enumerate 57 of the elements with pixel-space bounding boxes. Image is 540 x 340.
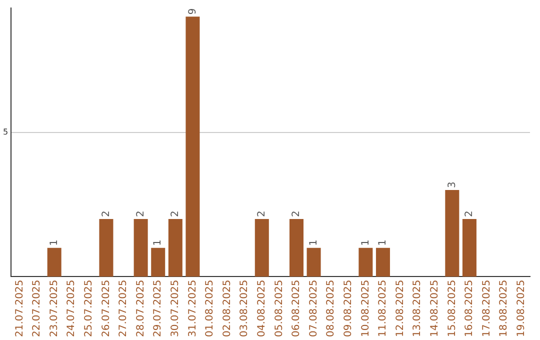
data-label: 2 [135, 210, 146, 217]
x-tick-label: 14.08.2025 [429, 280, 440, 338]
x-tick-label: 09.08.2025 [342, 280, 354, 338]
x-tick-label: 01.08.2025 [204, 280, 216, 338]
data-label: 2 [291, 210, 302, 217]
data-label: 2 [100, 210, 112, 217]
x-tick-label: 21.07.2025 [14, 280, 26, 338]
bar [254, 218, 269, 277]
bar [358, 248, 373, 277]
data-label: 9 [187, 8, 198, 15]
data-label: 1 [360, 239, 372, 246]
x-tick-label: 05.08.2025 [274, 280, 285, 338]
data-label: 2 [170, 210, 182, 217]
x-tick-label: 17.08.2025 [481, 280, 492, 338]
x-tick-label: 27.07.2025 [118, 280, 130, 338]
data-label: 1 [48, 239, 60, 246]
x-tick-label: 06.08.2025 [291, 280, 302, 338]
x-tick-label: 19.08.2025 [516, 280, 527, 338]
x-tick-label: 26.07.2025 [100, 280, 112, 338]
bar [376, 248, 390, 277]
x-tick-label: 07.08.2025 [308, 280, 320, 338]
x-tick-label: 30.07.2025 [170, 280, 182, 338]
x-tick-label: 11.08.2025 [378, 280, 389, 338]
x-tick-label: 29.07.2025 [152, 280, 164, 338]
x-tick-label: 22.07.2025 [32, 280, 43, 338]
data-label: 2 [256, 210, 268, 217]
bar [186, 16, 200, 277]
x-tick-label: 28.07.2025 [135, 280, 146, 338]
x-tick-label: 18.08.2025 [498, 280, 510, 338]
data-label: 2 [464, 210, 476, 217]
x-tick-label: 31.07.2025 [187, 280, 198, 338]
bar [47, 248, 62, 277]
bar [168, 218, 182, 277]
x-tick-label: 16.08.2025 [464, 280, 476, 338]
data-label: 1 [308, 239, 320, 246]
x-tick-label: 25.07.2025 [84, 280, 95, 338]
x-tick-label: 03.08.2025 [239, 280, 250, 338]
x-tick-label: 08.08.2025 [326, 280, 337, 338]
data-label: 1 [378, 239, 389, 246]
x-tick-label: 13.08.2025 [412, 280, 424, 338]
bar [306, 248, 321, 277]
x-tick-label: 04.08.2025 [256, 280, 268, 338]
data-label: 3 [446, 182, 458, 188]
x-tick-label: 10.08.2025 [360, 280, 372, 338]
bar [289, 218, 304, 277]
y-tick-label: 5 [2, 127, 8, 136]
bar [99, 218, 114, 277]
bar [151, 248, 166, 277]
x-tick-label: 23.07.2025 [48, 280, 60, 338]
bar [462, 218, 476, 277]
x-tick-label: 15.08.2025 [446, 280, 458, 338]
x-tick-label: 12.08.2025 [394, 280, 406, 338]
x-tick-label: 24.07.2025 [66, 280, 78, 338]
bar [134, 218, 148, 277]
data-label: 1 [152, 239, 164, 246]
x-tick-label: 02.08.2025 [222, 280, 233, 338]
bar [445, 190, 460, 277]
